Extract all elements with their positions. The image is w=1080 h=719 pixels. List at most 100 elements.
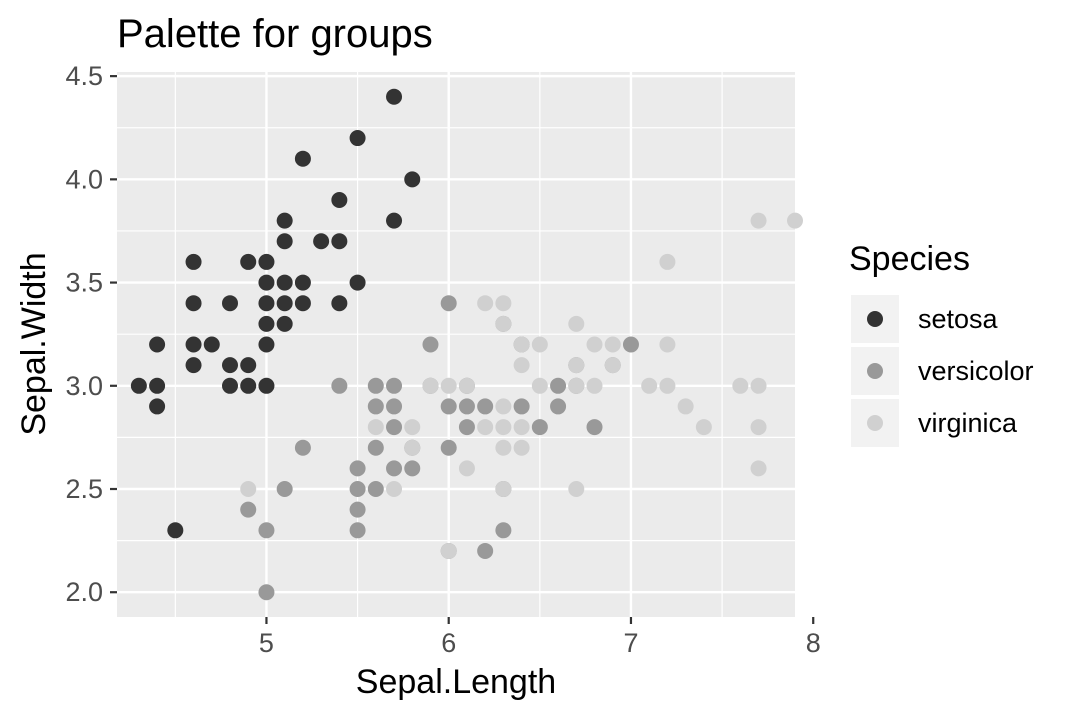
point-setosa: [149, 398, 166, 415]
point-virginica: [732, 377, 749, 394]
point-virginica: [240, 481, 257, 498]
point-versicolor: [550, 377, 567, 394]
point-virginica: [568, 315, 585, 332]
legend-swatch-virginica: [867, 415, 883, 431]
y-axis-title: Sepal.Width: [15, 252, 53, 435]
point-virginica: [422, 377, 439, 394]
point-versicolor: [531, 419, 548, 436]
point-versicolor: [550, 398, 567, 415]
point-setosa: [258, 295, 275, 312]
point-virginica: [586, 336, 603, 353]
legend-label-virginica: virginica: [918, 408, 1018, 438]
point-virginica: [458, 377, 475, 394]
point-setosa: [222, 295, 238, 312]
y-tick-label: 4.0: [65, 164, 103, 194]
point-versicolor: [495, 522, 512, 539]
point-virginica: [750, 377, 767, 394]
point-setosa: [167, 522, 184, 539]
point-setosa: [185, 295, 202, 312]
point-setosa: [222, 357, 238, 374]
x-tick-label: 7: [623, 628, 638, 658]
point-virginica: [568, 357, 585, 374]
point-setosa: [149, 336, 166, 353]
point-virginica: [604, 357, 621, 374]
point-virginica: [495, 295, 512, 312]
point-versicolor: [367, 377, 384, 394]
point-versicolor: [258, 584, 275, 601]
x-tick-label: 6: [441, 628, 456, 658]
point-versicolor: [440, 439, 457, 456]
point-setosa: [276, 315, 293, 332]
point-virginica: [568, 481, 585, 498]
legend-swatch-versicolor: [867, 363, 883, 379]
point-setosa: [349, 274, 366, 291]
point-setosa: [185, 336, 202, 353]
point-versicolor: [513, 398, 530, 415]
point-setosa: [258, 336, 275, 353]
point-virginica: [440, 377, 457, 394]
x-tick-label: 8: [806, 628, 821, 658]
point-versicolor: [622, 336, 639, 353]
point-virginica: [495, 419, 512, 436]
y-tick-label: 4.5: [65, 61, 103, 91]
point-virginica: [750, 460, 767, 477]
y-tick-label: 2.0: [65, 577, 103, 607]
point-virginica: [659, 253, 676, 270]
point-versicolor: [367, 481, 384, 498]
point-virginica: [458, 460, 475, 477]
point-virginica: [367, 419, 384, 436]
y-tick-label: 3.5: [65, 268, 103, 298]
point-virginica: [677, 398, 694, 415]
point-virginica: [386, 481, 403, 498]
x-axis-title: Sepal.Length: [356, 663, 556, 701]
point-virginica: [568, 377, 585, 394]
data-points: [130, 88, 803, 601]
point-setosa: [258, 274, 275, 291]
point-versicolor: [440, 295, 457, 312]
point-versicolor: [349, 522, 366, 539]
point-setosa: [258, 253, 275, 270]
x-tick-label: 5: [259, 628, 274, 658]
point-setosa: [331, 191, 348, 208]
point-setosa: [185, 253, 202, 270]
point-virginica: [787, 212, 803, 229]
point-versicolor: [331, 377, 348, 394]
point-virginica: [495, 481, 512, 498]
point-versicolor: [386, 460, 403, 477]
point-setosa: [240, 357, 257, 374]
point-setosa: [276, 295, 293, 312]
point-virginica: [513, 419, 530, 436]
point-virginica: [750, 212, 767, 229]
point-virginica: [495, 315, 512, 332]
point-setosa: [294, 295, 311, 312]
point-setosa: [222, 377, 238, 394]
y-axis: 2.0 2.5 3.0 3.5 4.0 4.5: [65, 61, 117, 607]
point-setosa: [276, 212, 293, 229]
point-setosa: [240, 253, 257, 270]
x-axis: 5 6 7 8: [259, 617, 821, 658]
point-virginica: [495, 439, 512, 456]
point-setosa: [185, 357, 202, 374]
point-versicolor: [240, 501, 257, 518]
point-setosa: [331, 295, 348, 312]
point-versicolor: [458, 419, 475, 436]
point-versicolor: [477, 542, 494, 559]
point-virginica: [750, 419, 767, 436]
point-virginica: [586, 377, 603, 394]
point-virginica: [641, 377, 658, 394]
legend-swatch-setosa: [867, 311, 883, 327]
point-versicolor: [386, 419, 403, 436]
point-virginica: [695, 419, 712, 436]
point-versicolor: [586, 419, 603, 436]
point-versicolor: [276, 481, 293, 498]
point-versicolor: [258, 522, 275, 539]
point-setosa: [258, 377, 275, 394]
legend-title: Species: [849, 240, 970, 278]
point-setosa: [294, 150, 311, 167]
point-setosa: [130, 377, 147, 394]
point-setosa: [240, 377, 257, 394]
point-versicolor: [349, 481, 366, 498]
point-versicolor: [404, 460, 421, 477]
point-setosa: [386, 88, 403, 105]
point-virginica: [477, 295, 494, 312]
